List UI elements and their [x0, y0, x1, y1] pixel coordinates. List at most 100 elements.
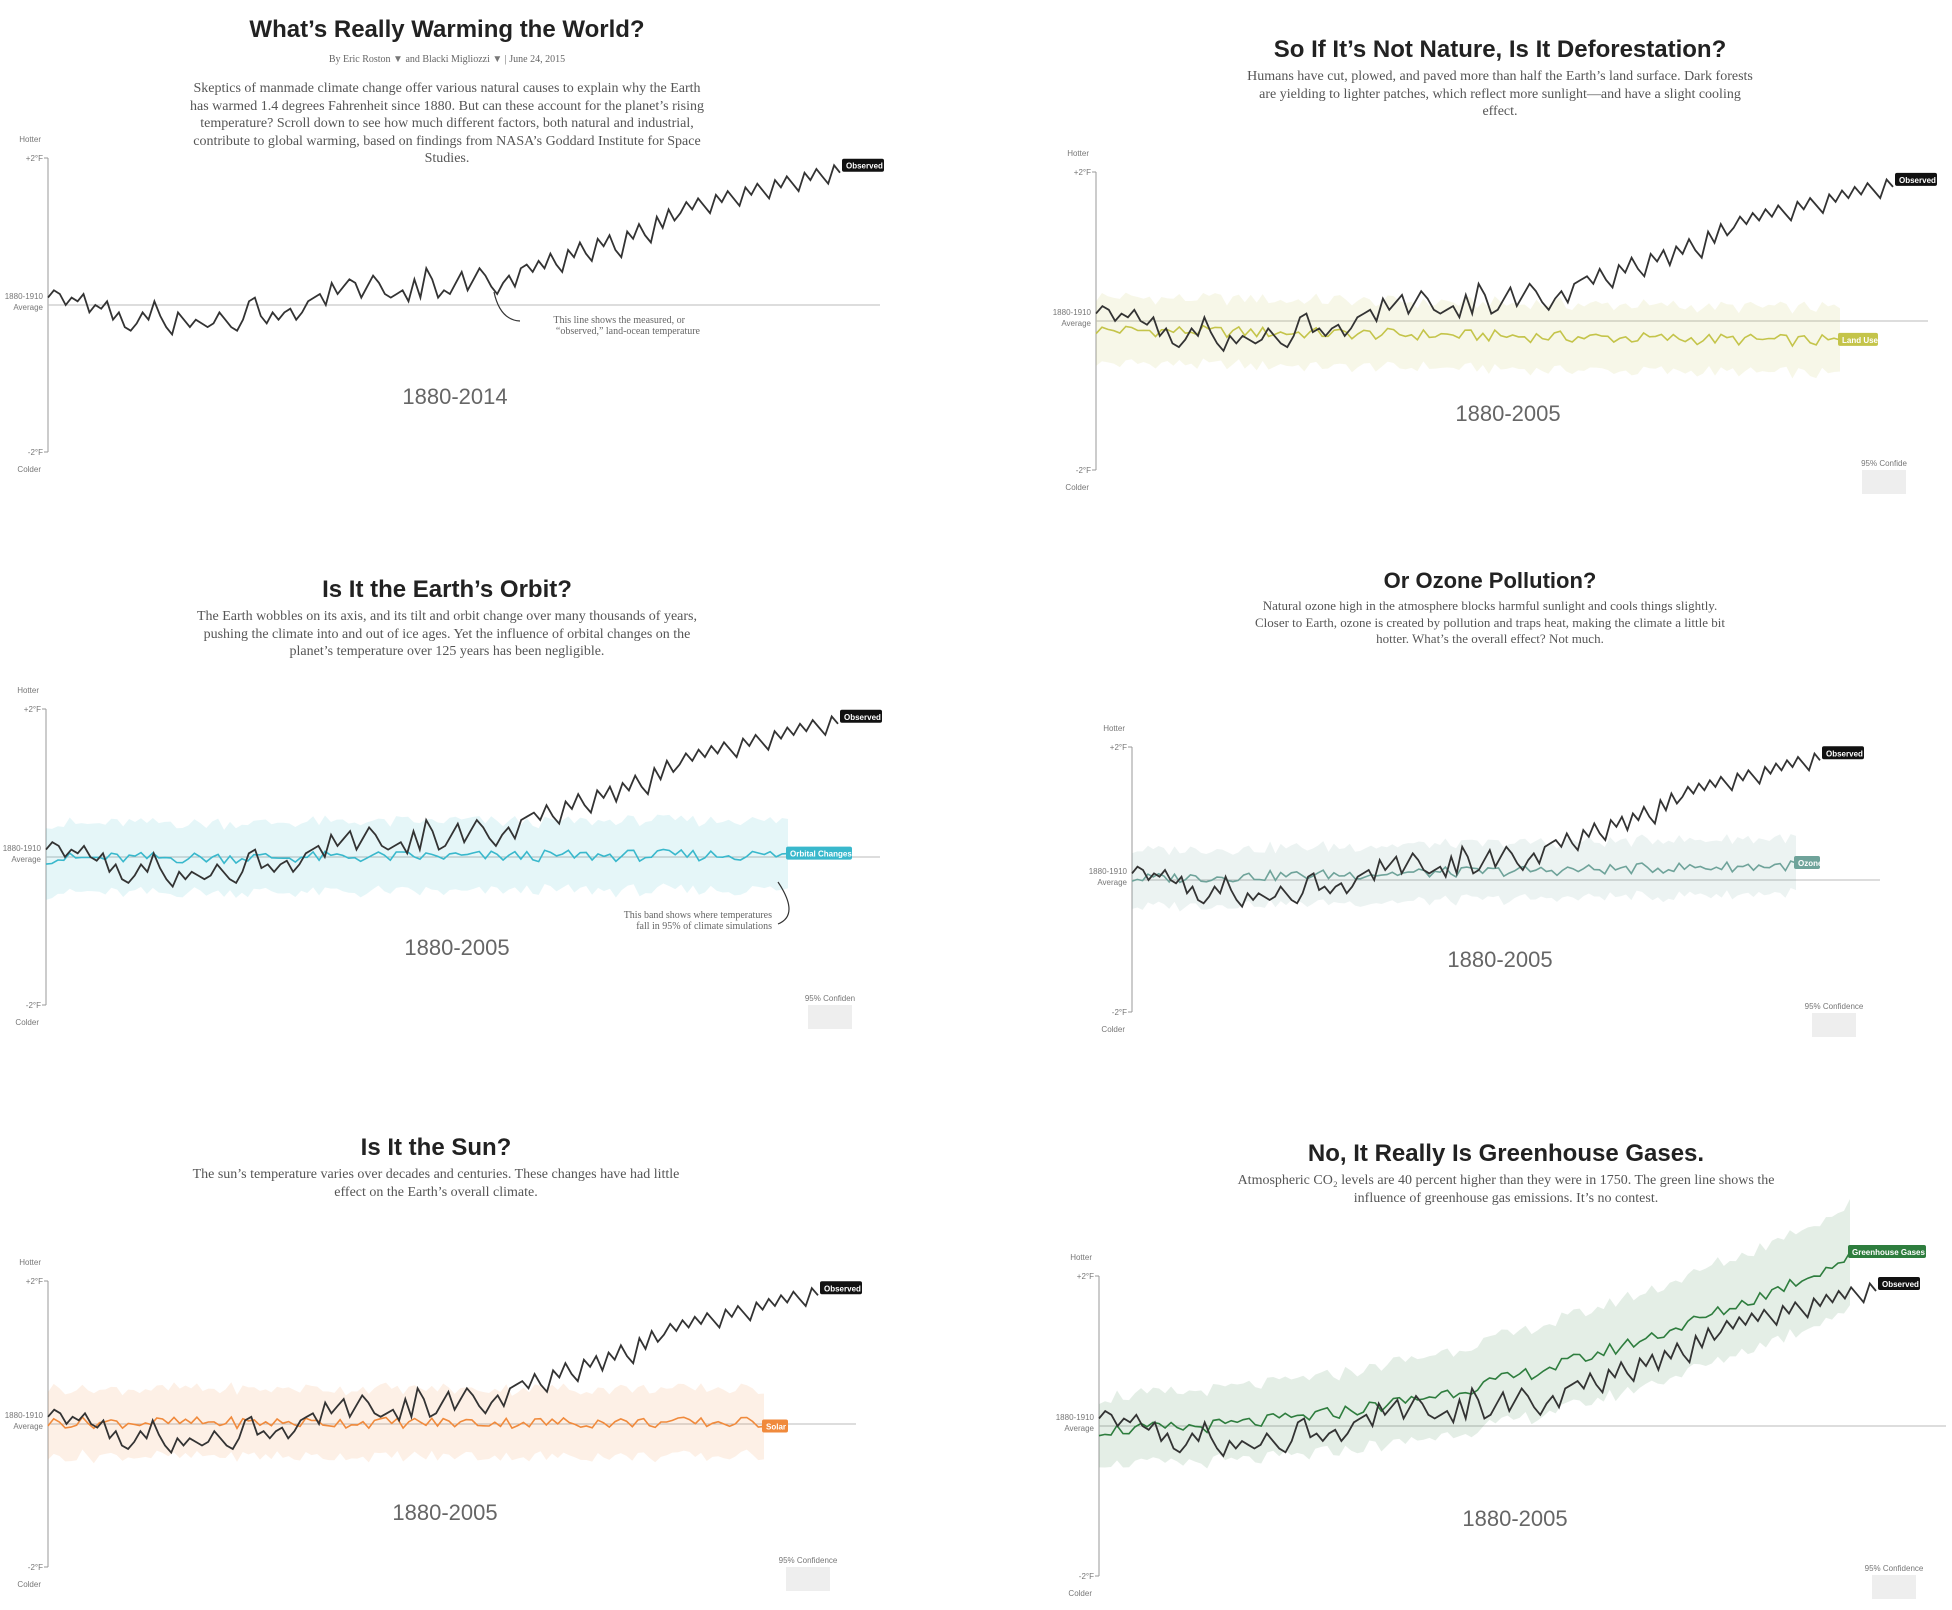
annotation-observed-line-1: This line shows the measured, or	[553, 315, 685, 326]
axis-label-average-years: 1880-1910	[3, 844, 42, 853]
axis-label-average: Average	[11, 855, 41, 864]
legend-label: 95% Confidence	[1865, 1564, 1924, 1573]
tick-label-minus2: -2°F	[1112, 1008, 1127, 1017]
chart-panel-4	[1128, 746, 1880, 1037]
axis-label-hotter: Hotter	[19, 135, 41, 144]
observed-tag-label: Observed	[844, 713, 881, 722]
series-tag	[762, 1419, 788, 1433]
axis-label-colder: Colder	[1101, 1025, 1125, 1034]
panel-6-title: No, It Really Is Greenhouse Gases.	[1307, 1140, 1705, 1167]
axis-label-hotter: Hotter	[19, 1258, 41, 1267]
attribution-series-line	[1095, 324, 1841, 348]
series-tag-label: Solar	[766, 1422, 786, 1431]
confidence-band	[48, 1382, 764, 1464]
tick-label-plus2: +2°F	[24, 705, 41, 714]
observed-series-line	[47, 163, 841, 337]
annotation-arrow	[777, 881, 790, 925]
axis-label-average-years: 1880-1910	[1056, 1413, 1095, 1422]
panel-1-title: What’s Really Warming the World?	[249, 16, 645, 43]
observed-tag-label: Observed	[824, 1284, 861, 1293]
confidence-band	[1132, 834, 1796, 912]
legend-swatch	[1812, 1013, 1856, 1037]
axis-label-average-years: 1880-1910	[5, 1411, 44, 1420]
panel-1-description: Skeptics of manmade climate change offer…	[190, 81, 704, 166]
legend-swatch	[786, 1567, 830, 1591]
chart-panel-1	[44, 157, 884, 453]
legend-swatch	[808, 1005, 852, 1029]
observed-series-line	[1095, 177, 1894, 353]
axis-label-average: Average	[13, 303, 43, 312]
series-tag	[1848, 1245, 1926, 1259]
period-label: 1880-2005	[392, 1500, 497, 1525]
axis-label-hotter: Hotter	[17, 686, 39, 695]
period-label: 1880-2014	[402, 384, 507, 409]
tick-label-plus2: +2°F	[26, 1277, 43, 1286]
axis-label-colder: Colder	[17, 1580, 41, 1589]
period-label: 1880-2005	[404, 935, 509, 960]
period-label: 1880-2005	[1462, 1506, 1567, 1531]
axis-label-average-years: 1880-1910	[1089, 867, 1128, 876]
observed-tag-label: Observed	[1899, 176, 1936, 185]
byline-prefix: By Eric Roston	[328, 54, 391, 65]
legend-label: 95% Confide	[1861, 459, 1907, 468]
annotation-band-line-2: fall in 95% of climate simulations	[636, 921, 772, 932]
axis-label-hotter: Hotter	[1067, 149, 1089, 158]
observed-tag	[820, 1281, 862, 1295]
twitter-icon[interactable]: ▼	[393, 54, 403, 65]
panel-3-description: The Earth wobbles on its axis, and its t…	[196, 609, 697, 659]
series-tag	[1794, 855, 1820, 869]
annotation-observed-line-2: “observed,” land-ocean temperature	[556, 326, 701, 337]
axis-label-average-years: 1880-1910	[5, 292, 44, 301]
attribution-series-line	[45, 848, 789, 865]
panel-4-title: Or Ozone Pollution?	[1383, 568, 1597, 593]
annotation-band-line-1: This band shows where temperatures	[624, 910, 772, 921]
tick-label-minus2: -2°F	[1079, 1572, 1094, 1581]
tick-label-minus2: -2°F	[26, 1001, 41, 1010]
confidence-band	[1099, 1198, 1850, 1469]
panel-5-description: The sun’s temperature varies over decade…	[192, 1167, 680, 1200]
series-tag-label: Ozone	[1798, 859, 1823, 868]
panel-3-title: Is It the Earth’s Orbit?	[322, 576, 572, 603]
series-tag	[786, 846, 852, 860]
axis-label-colder: Colder	[1065, 483, 1089, 492]
axis-label-average: Average	[13, 1422, 43, 1431]
axis-label-hotter: Hotter	[1103, 724, 1125, 733]
chart-panel-6	[1095, 1198, 1946, 1599]
attribution-series-line	[1131, 860, 1797, 884]
axis-label-average-years: 1880-1910	[1053, 308, 1092, 317]
observed-tag	[842, 158, 884, 172]
observed-tag-label: Observed	[846, 162, 883, 171]
tick-label-plus2: +2°F	[26, 154, 43, 163]
legend-swatch	[1862, 470, 1906, 494]
series-tag-label: Greenhouse Gases	[1852, 1248, 1925, 1257]
axis-label-hotter: Hotter	[1070, 1253, 1092, 1262]
observed-series-line	[1098, 1281, 1877, 1458]
attribution-series-line	[47, 1415, 765, 1430]
legend-label: 95% Confiden	[805, 994, 855, 1003]
tick-label-minus2: -2°F	[1076, 466, 1091, 475]
tick-label-plus2: +2°F	[1074, 168, 1091, 177]
twitter-icon[interactable]: ▼	[492, 54, 503, 65]
panel-5-title: Is It the Sun?	[360, 1134, 512, 1161]
period-label: 1880-2005	[1447, 947, 1552, 972]
observed-series-line	[45, 714, 839, 889]
observed-tag	[1878, 1277, 1920, 1290]
observed-series-line	[47, 1286, 819, 1455]
confidence-band	[1096, 292, 1840, 379]
observed-tag-label: Observed	[1826, 749, 1863, 758]
axis-label-average: Average	[1097, 878, 1127, 887]
panel-2-title: So If It’s Not Nature, Is It Deforestati…	[1273, 36, 1727, 63]
tick-label-plus2: +2°F	[1110, 743, 1127, 752]
legend-label: 95% Confidence	[779, 1556, 838, 1565]
observed-tag	[1822, 746, 1864, 760]
axis-label-average: Average	[1064, 1424, 1094, 1433]
tick-label-plus2: +2°F	[1077, 1272, 1094, 1281]
panel-2-description: Humans have cut, plowed, and paved more …	[1247, 69, 1753, 119]
observed-tag-label: Observed	[1882, 1280, 1919, 1289]
series-tag-label: Land Use	[1842, 336, 1879, 345]
chart-panel-5	[44, 1280, 862, 1591]
byline: By Eric Roston ▼ and Blacki Migliozzi ▼ …	[329, 54, 565, 65]
legend-label: 95% Confidence	[1805, 1002, 1864, 1011]
byline-and: and Blacki Migliozzi	[405, 54, 490, 65]
